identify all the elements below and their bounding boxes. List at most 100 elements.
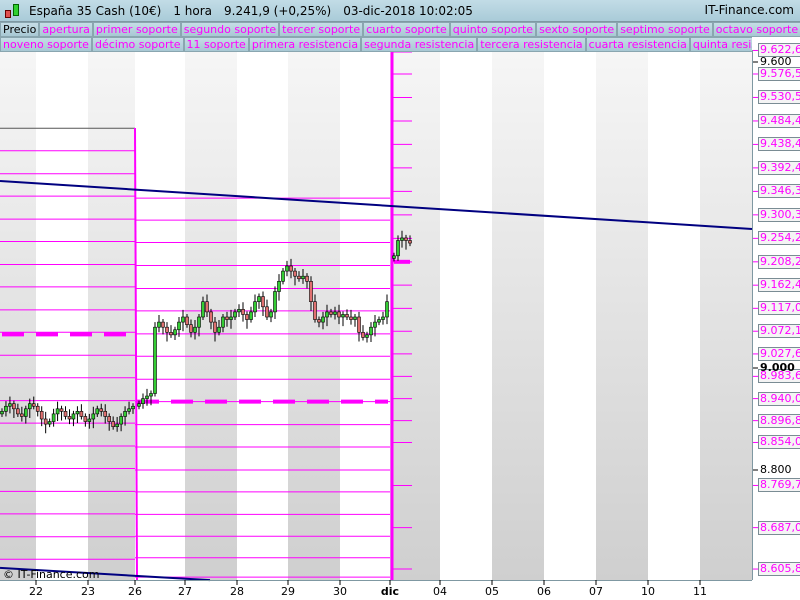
legend-item[interactable]: 11 soporte bbox=[183, 37, 249, 52]
legend-item[interactable]: primer soporte bbox=[92, 22, 181, 37]
level-price-label: 9.530,5 bbox=[758, 90, 800, 105]
level-price-label: 9.208,2 bbox=[758, 254, 800, 269]
candle-body bbox=[145, 395, 149, 399]
legend-item[interactable]: décimo soporte bbox=[91, 37, 184, 52]
legend-item[interactable]: septimo soporte bbox=[617, 22, 713, 37]
candle-body bbox=[369, 326, 373, 336]
section-divider bbox=[134, 127, 138, 581]
legend-item[interactable]: cuarta resistencia bbox=[585, 37, 690, 52]
legend-item[interactable]: quinta resistencia bbox=[689, 37, 752, 52]
legend-item[interactable]: cuarto soporte bbox=[363, 22, 450, 37]
x-tick-label: 23 bbox=[81, 585, 95, 598]
candle-body bbox=[107, 416, 111, 422]
candle-body bbox=[353, 316, 357, 320]
day-stripe bbox=[596, 50, 648, 580]
trendline bbox=[0, 566, 211, 582]
candle-body bbox=[75, 411, 80, 415]
candle-body bbox=[47, 421, 52, 425]
candle-body bbox=[119, 416, 123, 425]
level-price-label: 9.484,4 bbox=[758, 113, 800, 128]
candle-body bbox=[201, 301, 205, 318]
candle-body bbox=[289, 265, 293, 272]
candle-body bbox=[377, 319, 381, 323]
candle-body bbox=[161, 321, 165, 328]
legend-row-2: noveno soporte décimo soporte 11 soporte pr… bbox=[0, 37, 752, 52]
candle-body bbox=[253, 301, 257, 313]
candle-body bbox=[245, 314, 249, 320]
x-tick-label: 06 bbox=[537, 585, 551, 598]
x-tick-label: dic bbox=[380, 585, 400, 598]
candle-body bbox=[297, 275, 301, 280]
candle-body bbox=[67, 416, 72, 420]
candlestick-icon bbox=[3, 2, 23, 20]
candle-body bbox=[115, 423, 119, 427]
candle-body bbox=[357, 316, 361, 333]
candle-body bbox=[229, 316, 233, 320]
candle-body bbox=[189, 324, 193, 333]
trendline bbox=[0, 179, 753, 231]
x-tick-label: 05 bbox=[485, 585, 499, 598]
level-price-label: 8.940,0 bbox=[758, 391, 800, 406]
x-tick-label: 22 bbox=[29, 585, 43, 598]
level-price-label: 9.027,6 bbox=[758, 346, 800, 361]
last-price: 9.241,9 (+0,25%) bbox=[224, 3, 332, 18]
candle-body bbox=[309, 280, 313, 302]
candle-body bbox=[317, 319, 321, 323]
candle-body bbox=[24, 408, 28, 417]
legend-item[interactable]: segunda resistencia bbox=[361, 37, 478, 52]
candle-body bbox=[12, 403, 16, 410]
candle-body bbox=[213, 321, 217, 333]
level-price-label: 9.346,3 bbox=[758, 184, 800, 199]
legend-item[interactable]: primera resistencia bbox=[248, 37, 362, 52]
level-price-label: 9.072,1 bbox=[758, 324, 800, 339]
level-price-label: 8.605,8 bbox=[758, 562, 800, 577]
candle-body bbox=[43, 418, 48, 425]
candle-body bbox=[293, 270, 297, 277]
candle-body bbox=[273, 291, 277, 313]
candle-body bbox=[8, 403, 12, 407]
candle-body bbox=[27, 403, 32, 410]
candle-body bbox=[209, 311, 213, 323]
level-price-label: 8.769,7 bbox=[758, 478, 800, 493]
candle-body bbox=[241, 309, 245, 315]
candle-body bbox=[237, 309, 241, 313]
candle-body bbox=[257, 296, 261, 303]
legend-item[interactable]: quinto soporte bbox=[449, 22, 537, 37]
candle-body bbox=[341, 314, 345, 318]
candle-body bbox=[111, 421, 115, 427]
legend-item[interactable]: tercer soporte bbox=[279, 22, 364, 37]
x-tick-label: 29 bbox=[281, 585, 295, 598]
candle-body bbox=[153, 326, 157, 394]
legend-item[interactable]: apertura bbox=[39, 22, 93, 37]
x-tick-label: 04 bbox=[433, 585, 447, 598]
candle-body bbox=[392, 255, 396, 259]
candle-body bbox=[285, 265, 289, 272]
level-price-label: 9.576,5 bbox=[758, 66, 800, 81]
candle-body bbox=[408, 240, 412, 244]
candle-body bbox=[197, 316, 201, 328]
legend-item[interactable]: noveno soporte bbox=[0, 37, 92, 52]
level-price-label: 9.254,2 bbox=[758, 231, 800, 246]
legend-item[interactable]: octavo soporte bbox=[712, 22, 800, 37]
candle-body bbox=[131, 405, 135, 410]
candle-body bbox=[261, 296, 265, 308]
candle-body bbox=[87, 418, 92, 422]
candle-body bbox=[185, 316, 189, 325]
candle-body bbox=[233, 311, 237, 318]
candle-body bbox=[181, 316, 185, 323]
legend-item[interactable]: sexto soporte bbox=[536, 22, 618, 37]
candle-body bbox=[305, 275, 309, 282]
candle-body bbox=[381, 316, 385, 320]
level-price-label: 8.687,0 bbox=[758, 520, 800, 535]
candle-body bbox=[16, 408, 20, 415]
candle-body bbox=[39, 411, 44, 420]
candle-body bbox=[71, 413, 76, 420]
legend-item[interactable]: Precio bbox=[0, 22, 40, 37]
day-stripe bbox=[390, 50, 440, 580]
candle-body bbox=[400, 237, 404, 241]
y-tick-label: 9.600 bbox=[760, 55, 792, 68]
legend-item[interactable]: segundo soporte bbox=[180, 22, 280, 37]
timeframe: 1 hora bbox=[173, 3, 213, 18]
legend-item[interactable]: tercera resistencia bbox=[477, 37, 586, 52]
